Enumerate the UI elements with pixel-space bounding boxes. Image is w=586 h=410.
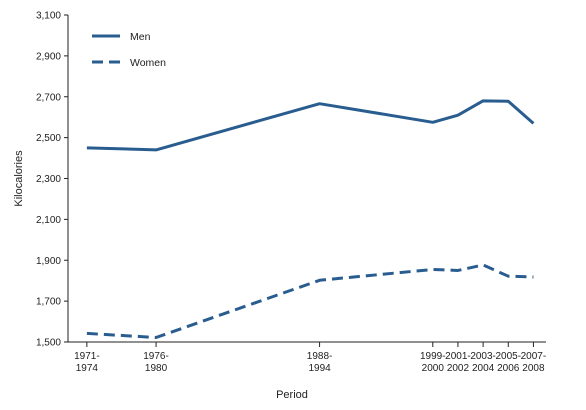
x-tick-label-line1: 2007- [521,351,547,362]
x-tick-label-line2: 1994 [308,363,331,374]
legend: Men Women [92,31,166,69]
x-tick-label-line1: 1971- [74,351,100,362]
y-axis-title: Kilocalories [13,150,25,207]
x-tick-label-line2: 2004 [472,363,495,374]
x-tick-label-line1: 1988- [307,351,333,362]
y-tick-label: 2,900 [36,51,61,62]
x-axis-title: Period [276,389,308,401]
y-tick-label: 3,100 [36,11,61,22]
series-lines [86,99,535,340]
series-line-women [86,263,534,340]
y-tick-label: 1,900 [36,256,61,267]
legend-label-women: Women [130,57,166,69]
y-tick-label: 2,500 [36,133,61,144]
x-tick-label-line2: 2002 [447,363,470,374]
legend-label-men: Men [130,31,151,43]
x-tick-label-line1: 1976- [143,351,169,362]
y-tick-label: 2,700 [36,92,61,103]
x-tick-label-line1: 2003- [470,351,496,362]
x-axis-ticks: 1971-1974 1976-1980 1988-1994 1999-20002001… [74,342,546,374]
series-line-men [86,99,535,152]
y-tick-label: 1,700 [36,297,61,308]
x-tick-label-line2: 2006 [497,363,520,374]
y-tick-label: 2,100 [36,215,61,226]
x-tick-label-line1: 2001- [445,351,471,362]
x-tick-label-line2: 2008 [522,363,545,374]
x-tick-label-line2: 1980 [145,363,168,374]
y-tick-label: 1,500 [36,338,61,349]
y-axis-ticks: 1,500 1,700 1,900 2,100 2,300 2,500 2,700 2,900… [36,11,68,349]
x-tick-label-line2: 2000 [422,363,445,374]
x-tick-label-line1: 2005- [495,351,521,362]
x-tick-label-line2: 1974 [76,363,99,374]
x-tick-label-line1: 1999- [420,351,446,362]
y-tick-label: 2,300 [36,174,61,185]
